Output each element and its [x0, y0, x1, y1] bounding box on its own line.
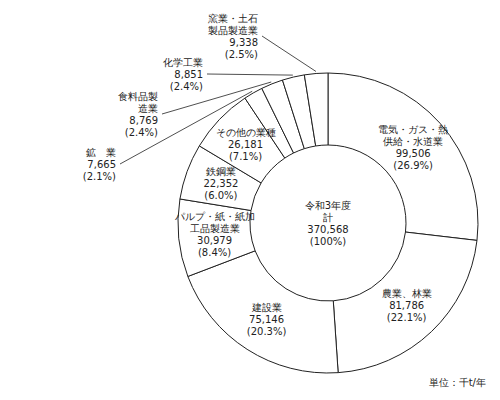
svg-text:単位：千t/年: 単位：千t/年	[429, 377, 486, 388]
svg-text:(2.4%): (2.4%)	[170, 81, 203, 92]
svg-text:7,665: 7,665	[87, 159, 116, 170]
svg-text:供給・水道業: 供給・水道業	[383, 136, 443, 147]
svg-text:令和3年度: 令和3年度	[305, 200, 351, 211]
svg-text:81,786: 81,786	[389, 300, 424, 311]
svg-text:食料品製: 食料品製	[118, 91, 158, 102]
svg-text:(22.1%): (22.1%)	[387, 312, 427, 323]
svg-text:窯業・土石: 窯業・土石	[208, 13, 258, 24]
svg-text:計: 計	[323, 212, 333, 223]
svg-text:(20.3%): (20.3%)	[247, 326, 287, 337]
svg-text:(6.0%): (6.0%)	[204, 190, 237, 201]
svg-text:電気・ガス・熱: 電気・ガス・熱	[378, 124, 448, 135]
svg-text:30,979: 30,979	[197, 235, 232, 246]
svg-text:8,769: 8,769	[129, 115, 158, 126]
svg-text:建設業: 建設業	[251, 302, 282, 313]
svg-text:鉱 業: 鉱 業	[86, 147, 116, 158]
svg-text:製品製造業: 製品製造業	[208, 25, 258, 36]
svg-text:(2.5%): (2.5%)	[225, 49, 258, 60]
svg-text:(8.4%): (8.4%)	[198, 247, 231, 258]
svg-text:(2.1%): (2.1%)	[83, 171, 116, 182]
svg-text:鉄鋼業: 鉄鋼業	[206, 166, 236, 177]
svg-text:工品製造業: 工品製造業	[190, 223, 240, 234]
svg-text:(26.9%): (26.9%)	[393, 160, 433, 171]
svg-text:造業: 造業	[138, 103, 158, 114]
svg-text:99,506: 99,506	[396, 148, 431, 159]
svg-text:化学工業: 化学工業	[163, 57, 203, 68]
svg-text:370,568: 370,568	[307, 224, 348, 235]
svg-text:その他の業種: その他の業種	[216, 127, 276, 138]
svg-text:(7.1%): (7.1%)	[229, 151, 262, 162]
svg-text:パルプ・紙・紙加: パルプ・紙・紙加	[174, 211, 255, 222]
svg-text:農業、林業: 農業、林業	[382, 288, 432, 299]
svg-text:9,338: 9,338	[229, 37, 258, 48]
svg-text:75,146: 75,146	[249, 314, 284, 325]
svg-text:22,352: 22,352	[203, 178, 238, 189]
svg-text:(2.4%): (2.4%)	[125, 127, 158, 138]
svg-text:8,851: 8,851	[174, 69, 203, 80]
svg-text:(100%): (100%)	[310, 236, 346, 247]
svg-text:26,181: 26,181	[228, 139, 263, 150]
